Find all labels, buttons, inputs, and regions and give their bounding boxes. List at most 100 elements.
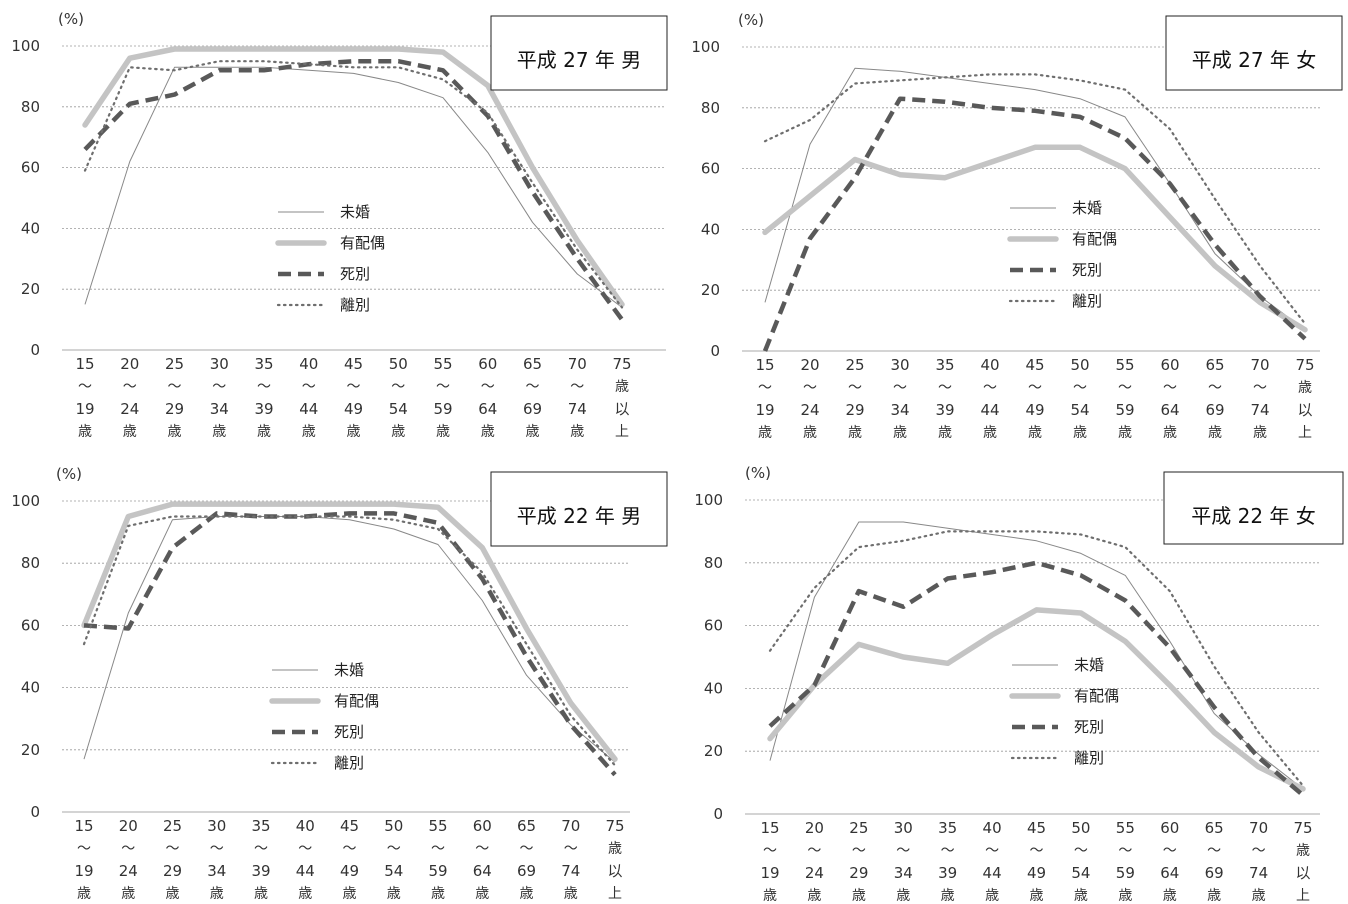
x-tick-label: 〜 (431, 841, 445, 857)
x-tick-label: 歳 (166, 886, 180, 902)
x-tick-label: 29 (845, 401, 864, 419)
series-line-未婚 (764, 67, 1306, 331)
y-tick-label: 80 (704, 554, 723, 572)
x-tick-label: 49 (1025, 401, 1044, 419)
x-tick-label: 54 (1071, 864, 1090, 882)
legend-label: 有配偶 (340, 234, 385, 252)
x-tick-label: 29 (163, 862, 182, 880)
x-tick-label: 歳 (343, 886, 357, 902)
x-tick-label: 55 (433, 355, 452, 373)
x-tick-label: 55 (1116, 819, 1135, 837)
y-tick-label: 0 (30, 803, 40, 821)
x-tick-label: 〜 (302, 379, 316, 395)
x-tick-label: 24 (800, 401, 819, 419)
series-line-未婚 (769, 521, 1304, 790)
x-tick-label: 上 (615, 424, 629, 440)
y-tick-label: 40 (704, 679, 723, 697)
x-tick-label: 44 (983, 864, 1002, 882)
x-tick-label: 歳 (1028, 425, 1042, 441)
x-tick-label: 以 (607, 862, 622, 880)
x-tick-label: 歳 (1163, 888, 1177, 904)
series-line-離別 (768, 530, 1305, 787)
title-box (1165, 15, 1343, 91)
x-tick-label: 〜 (166, 841, 180, 857)
x-tick-label: 歳 (210, 886, 224, 902)
x-tick-label: 34 (210, 400, 229, 418)
x-tick-label: 〜 (758, 380, 772, 396)
series-line-死別 (762, 96, 1307, 352)
y-tick-label: 100 (11, 37, 40, 55)
x-tick-label: 25 (163, 817, 182, 835)
title-box (490, 471, 668, 547)
x-tick-label: 〜 (520, 841, 534, 857)
x-tick-label: 69 (1205, 401, 1224, 419)
x-tick-label: 25 (849, 819, 868, 837)
x-tick-label: 〜 (387, 841, 401, 857)
x-tick-label: 歳 (608, 841, 622, 857)
x-tick-label: 55 (1115, 356, 1134, 374)
x-tick-label: 歳 (302, 424, 316, 440)
y-tick-label: 0 (713, 805, 723, 823)
y-tick-label: 40 (701, 220, 720, 238)
x-tick-label: 74 (568, 400, 587, 418)
x-tick-label: 20 (800, 356, 819, 374)
x-tick-label: 歳 (431, 886, 445, 902)
x-tick-label: 歳 (1073, 425, 1087, 441)
chart-title: 平成 22 年 男 (517, 504, 642, 528)
x-tick-label: 〜 (564, 841, 578, 857)
y-tick-label: 60 (701, 160, 720, 178)
x-tick-label: 45 (340, 817, 359, 835)
x-tick-label: 75 (605, 817, 624, 835)
legend-label: 死別 (1074, 718, 1104, 736)
x-tick-label: 〜 (983, 380, 997, 396)
chart-panel-2: (%) 0 20 40 60 80 100 15 〜 19 歳 20 〜 24 歳 25 〜 29 歳 30 〜 34 歳 3… (691, 11, 1343, 441)
x-tick-label: 24 (805, 864, 824, 882)
x-tick-label: 69 (517, 862, 536, 880)
x-tick-label: 歳 (391, 424, 405, 440)
x-tick-label: 34 (890, 401, 909, 419)
y-tick-label: 20 (21, 741, 40, 759)
x-tick-label: 19 (760, 864, 779, 882)
x-tick-label: 75 (1293, 819, 1312, 837)
legend-label: 離別 (1072, 292, 1102, 310)
x-tick-label: 歳 (436, 424, 450, 440)
x-tick-label: 〜 (1163, 843, 1177, 859)
x-tick-label: 歳 (257, 424, 271, 440)
y-tick-label: 100 (694, 491, 723, 509)
y-tick-label: 20 (21, 280, 40, 298)
x-tick-label: 65 (1205, 356, 1224, 374)
x-tick-label: 64 (478, 400, 497, 418)
x-tick-label: 〜 (763, 843, 777, 859)
x-tick-label: 34 (207, 862, 226, 880)
x-tick-label: 64 (473, 862, 492, 880)
x-tick-label: 30 (894, 819, 913, 837)
x-tick-label: 〜 (938, 380, 952, 396)
x-tick-label: 40 (980, 356, 999, 374)
x-tick-label: 歳 (1163, 425, 1177, 441)
legend-label: 有配偶 (334, 692, 379, 710)
x-tick-label: 歳 (168, 424, 182, 440)
x-tick-label: 歳 (852, 888, 866, 904)
x-tick-label: 55 (428, 817, 447, 835)
x-tick-label: 〜 (1252, 843, 1266, 859)
y-tick-label: 20 (704, 742, 723, 760)
x-tick-label: 65 (523, 355, 542, 373)
x-tick-label: 〜 (1253, 380, 1267, 396)
x-tick-label: 35 (935, 356, 954, 374)
x-tick-label: 〜 (78, 379, 92, 395)
y-tick-label: 0 (30, 341, 40, 359)
x-tick-label: 39 (251, 862, 270, 880)
x-tick-label: 39 (935, 401, 954, 419)
x-tick-label: 〜 (254, 841, 268, 857)
x-tick-label: 50 (1071, 819, 1090, 837)
x-tick-label: 30 (210, 355, 229, 373)
series-line-有配偶 (81, 501, 618, 762)
y-tick-label: 40 (21, 219, 40, 237)
x-tick-label: 上 (1296, 888, 1310, 904)
x-tick-label: 40 (983, 819, 1002, 837)
x-tick-label: 歳 (1253, 425, 1267, 441)
x-tick-label: 歳 (347, 424, 361, 440)
x-tick-label: 歳 (570, 424, 584, 440)
x-tick-label: 54 (384, 862, 403, 880)
